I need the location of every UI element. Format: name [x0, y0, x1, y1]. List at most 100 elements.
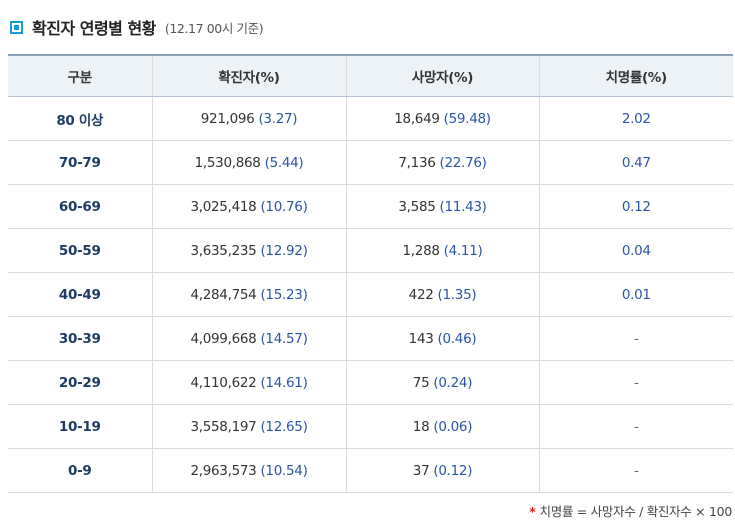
fatality-value: 2.02 [621, 110, 651, 127]
cases-percent: (10.54) [260, 462, 308, 479]
fatality-value: - [633, 418, 639, 435]
fatality-cell: 0.47 [538, 140, 733, 185]
fatality-value: - [633, 330, 639, 347]
table-row: 60-69 3,025,418 (10.76) 3,585 (11.43) 0.12 [8, 184, 733, 229]
deaths-percent: (22.76) [439, 154, 487, 171]
fatality-value: 0.12 [621, 198, 651, 215]
age-group-cell: 80 이상 [8, 96, 153, 141]
fatality-value: 0.47 [621, 154, 651, 171]
column-header-group: 구분 [8, 54, 153, 97]
footnote-text: 치명률 = 사망자수 / 확진자수 × 100 [539, 504, 733, 519]
table-row: 20-29 4,110,622 (14.61) 75 (0.24) - [8, 360, 733, 405]
table-row: 80 이상 921,096 (3.27) 18,649 (59.48) 2.02 [8, 96, 733, 141]
cases-percent: (12.92) [260, 242, 308, 259]
deaths-value: 18 [412, 418, 430, 435]
page-title: 확진자 연령별 현황 [32, 19, 156, 38]
fatality-cell: 0.04 [538, 228, 733, 273]
cases-value: 1,530,868 [194, 154, 261, 171]
deaths-percent: (4.11) [443, 242, 483, 259]
age-group-cell: 40-49 [8, 272, 153, 317]
cases-cell: 4,110,622 (14.61) [151, 360, 347, 405]
fatality-cell: - [538, 316, 733, 361]
deaths-value: 422 [408, 286, 434, 303]
cases-percent: (14.61) [260, 374, 308, 391]
age-group-cell: 20-29 [8, 360, 153, 405]
fatality-cell: 0.01 [538, 272, 733, 317]
column-header-fatality: 치명률(%) [538, 54, 733, 97]
deaths-value: 75 [412, 374, 430, 391]
fatality-cell: - [538, 448, 733, 493]
fatality-value: - [633, 374, 639, 391]
deaths-value: 1,288 [402, 242, 440, 259]
deaths-cell: 7,136 (22.76) [345, 140, 540, 185]
fatality-cell: 2.02 [538, 96, 733, 141]
footnote: * 치명률 = 사망자수 / 확진자수 × 100 [529, 501, 732, 520]
table-row: 10-19 3,558,197 (12.65) 18 (0.06) - [8, 404, 733, 449]
fatality-value: 0.01 [621, 286, 651, 303]
deaths-percent: (11.43) [439, 198, 487, 215]
age-group-cell: 0-9 [8, 448, 153, 493]
deaths-cell: 422 (1.35) [345, 272, 540, 317]
cases-cell: 921,096 (3.27) [151, 96, 347, 141]
age-group-cell: 70-79 [8, 140, 153, 185]
cases-cell: 4,099,668 (14.57) [151, 316, 347, 361]
footnote-marker: * [529, 504, 536, 519]
cases-value: 4,099,668 [190, 330, 257, 347]
cases-value: 2,963,573 [190, 462, 257, 479]
cases-percent: (10.76) [260, 198, 308, 215]
deaths-value: 143 [408, 330, 434, 347]
deaths-percent: (0.12) [433, 462, 473, 479]
cases-cell: 2,963,573 (10.54) [151, 448, 347, 493]
table-body: 80 이상 921,096 (3.27) 18,649 (59.48) 2.02 70-… [8, 96, 733, 493]
square-bullet-icon [10, 20, 23, 34]
cases-percent: (15.23) [260, 286, 308, 303]
fatality-cell: - [538, 404, 733, 449]
age-group-cell: 50-59 [8, 228, 153, 273]
deaths-value: 18,649 [394, 110, 440, 127]
cases-percent: (14.57) [260, 330, 308, 347]
age-group-cell: 10-19 [8, 404, 153, 449]
age-group-cell: 30-39 [8, 316, 153, 361]
table-row: 40-49 4,284,754 (15.23) 422 (1.35) 0.01 [8, 272, 733, 317]
column-header-cases: 확진자(%) [151, 54, 347, 97]
cases-value: 3,558,197 [190, 418, 257, 435]
cases-value: 3,635,235 [190, 242, 257, 259]
fatality-value: 0.04 [621, 242, 651, 259]
cases-percent: (5.44) [264, 154, 304, 171]
deaths-percent: (0.46) [437, 330, 477, 347]
age-group-table: 구분 확진자(%) 사망자(%) 치명률(%) 80 이상 921,096 (3.… [8, 54, 733, 493]
deaths-value: 7,136 [398, 154, 436, 171]
page-subtitle: (12.17 00시 기준) [164, 20, 264, 36]
cases-percent: (3.27) [258, 110, 298, 127]
section-header: 확진자 연령별 현황 (12.17 00시 기준) [10, 14, 264, 40]
table-row: 30-39 4,099,668 (14.57) 143 (0.46) - [8, 316, 733, 361]
cases-cell: 3,025,418 (10.76) [151, 184, 347, 229]
deaths-percent: (0.24) [433, 374, 473, 391]
table-row: 50-59 3,635,235 (12.92) 1,288 (4.11) 0.04 [8, 228, 733, 273]
cases-percent: (12.65) [260, 418, 308, 435]
deaths-value: 37 [412, 462, 430, 479]
deaths-cell: 75 (0.24) [345, 360, 540, 405]
deaths-cell: 143 (0.46) [345, 316, 540, 361]
cases-value: 4,110,622 [190, 374, 257, 391]
cases-cell: 4,284,754 (15.23) [151, 272, 347, 317]
deaths-cell: 18,649 (59.48) [345, 96, 540, 141]
age-group-cell: 60-69 [8, 184, 153, 229]
fatality-cell: 0.12 [538, 184, 733, 229]
deaths-percent: (59.48) [443, 110, 491, 127]
cases-cell: 3,558,197 (12.65) [151, 404, 347, 449]
cases-value: 3,025,418 [190, 198, 257, 215]
header-row: 구분 확진자(%) 사망자(%) 치명률(%) [8, 54, 733, 97]
deaths-cell: 1,288 (4.11) [345, 228, 540, 273]
deaths-percent: (0.06) [433, 418, 473, 435]
deaths-cell: 3,585 (11.43) [345, 184, 540, 229]
cases-cell: 3,635,235 (12.92) [151, 228, 347, 273]
deaths-cell: 37 (0.12) [345, 448, 540, 493]
table-row: 0-9 2,963,573 (10.54) 37 (0.12) - [8, 448, 733, 493]
table-row: 70-79 1,530,868 (5.44) 7,136 (22.76) 0.47 [8, 140, 733, 185]
column-header-deaths: 사망자(%) [345, 54, 540, 97]
cases-value: 921,096 [200, 110, 255, 127]
table-header: 구분 확진자(%) 사망자(%) 치명률(%) [8, 54, 733, 97]
cases-cell: 1,530,868 (5.44) [151, 140, 347, 185]
